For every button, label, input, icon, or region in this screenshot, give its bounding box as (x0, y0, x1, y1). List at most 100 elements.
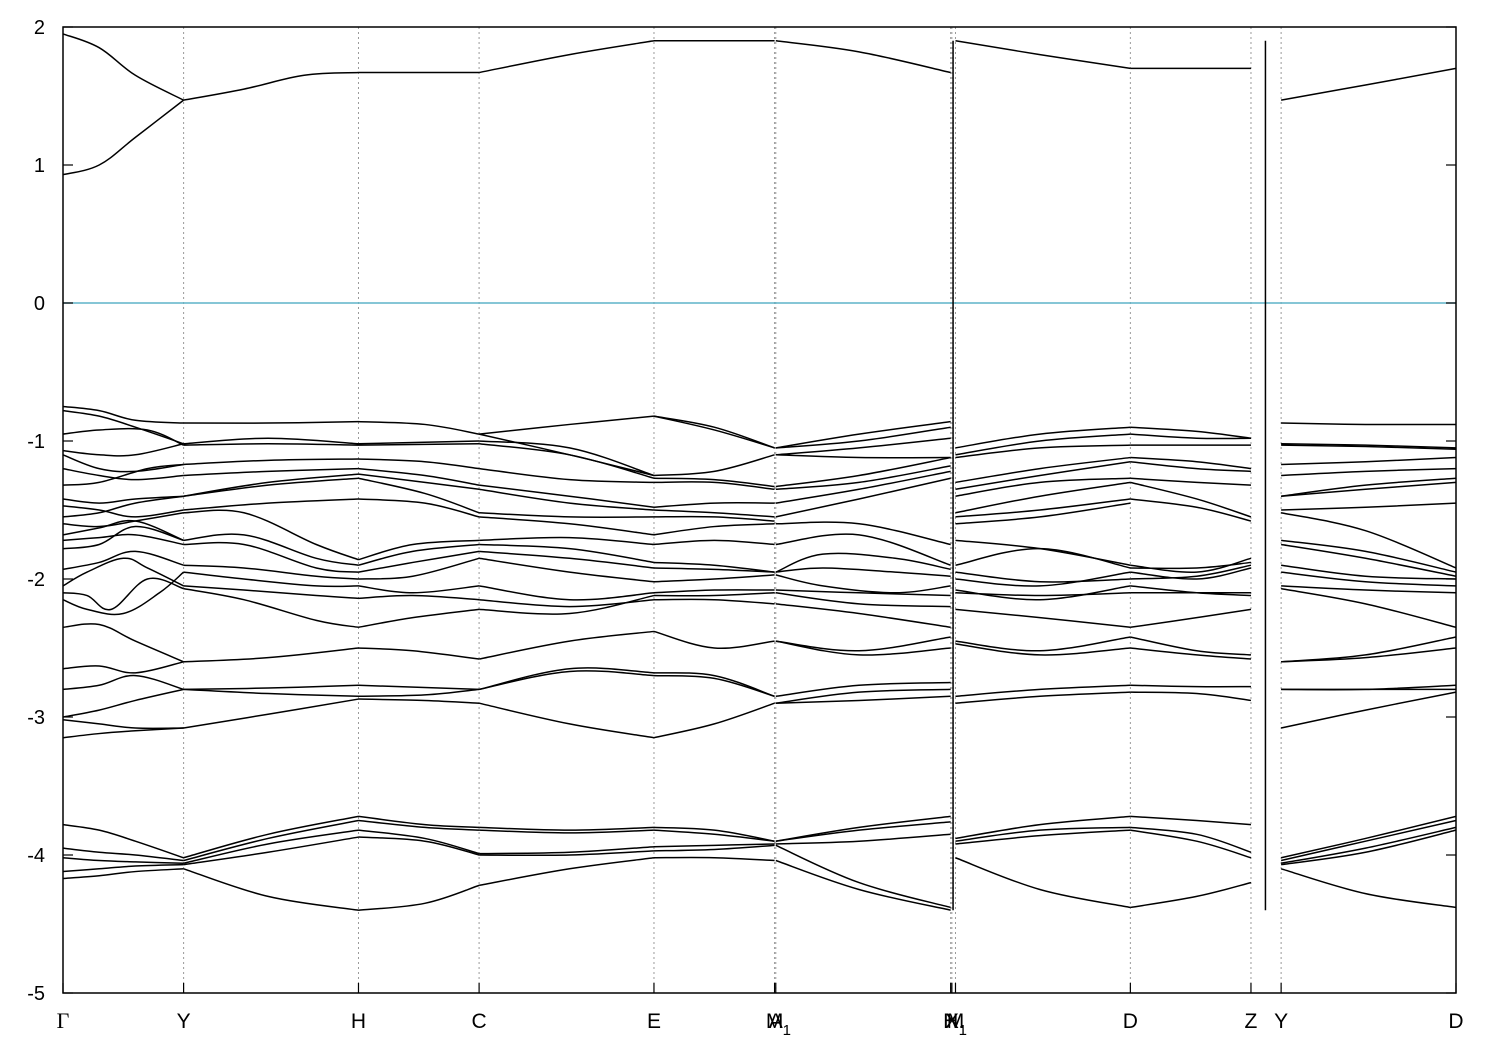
band-line (62, 727, 184, 739)
band-line (183, 829, 359, 865)
band-line (955, 426, 1131, 449)
band-line (62, 688, 184, 718)
band-line (1130, 498, 1252, 522)
band-line (1130, 815, 1252, 826)
band-line (1130, 608, 1252, 629)
band-line (479, 484, 655, 508)
band-line (1130, 826, 1252, 853)
band-line (183, 509, 359, 561)
band-line (775, 603, 951, 629)
band-line (653, 844, 775, 852)
band-line (62, 495, 184, 504)
band-line (775, 592, 951, 608)
band-line (775, 521, 951, 546)
band-line (653, 523, 775, 536)
band-line (62, 405, 184, 424)
band-line (479, 550, 655, 569)
band-line (479, 536, 655, 546)
band-line (1130, 829, 1252, 859)
band-line (955, 636, 1131, 652)
band-line (183, 498, 359, 511)
band-line (183, 647, 359, 663)
band-line (653, 415, 775, 449)
plot-frame (62, 26, 1457, 994)
band-line (653, 415, 775, 449)
band-line (358, 594, 480, 601)
band-line (1130, 456, 1252, 470)
band-line (653, 509, 775, 518)
band-segment (62, 33, 185, 880)
band-line (955, 460, 1131, 491)
band-line (1130, 585, 1252, 597)
band-line (62, 495, 184, 518)
band-line (653, 574, 775, 583)
band-line (1281, 477, 1457, 497)
band-line (358, 539, 480, 561)
band-line (478, 702, 655, 739)
band-line (1130, 477, 1252, 486)
band-line (62, 525, 184, 550)
band-line (1281, 467, 1457, 477)
band-line (1281, 443, 1457, 449)
band-line (183, 684, 359, 691)
band-line (183, 71, 359, 101)
band-line (955, 571, 1131, 587)
band-line (183, 443, 359, 446)
band-line (955, 502, 1131, 525)
band-line (62, 505, 184, 518)
band-line (62, 519, 184, 542)
band-line (653, 674, 775, 698)
band-line (1281, 422, 1457, 426)
band-line (775, 40, 951, 74)
band-line (183, 458, 359, 466)
band-line (1130, 561, 1252, 570)
band-segment (358, 71, 480, 911)
band-line (1281, 456, 1457, 466)
band-line (62, 577, 184, 611)
band-line (653, 829, 775, 842)
kpoint-label: D (1123, 1010, 1138, 1033)
band-line (1281, 571, 1457, 587)
kpoint-label: C (472, 1010, 487, 1033)
band-line (183, 836, 359, 866)
band-line (955, 481, 1131, 514)
band-line (775, 859, 951, 911)
band-line (653, 539, 775, 546)
band-segment (955, 40, 1131, 909)
band-segment (653, 40, 775, 862)
band-line (955, 815, 1131, 840)
band-line (479, 467, 654, 484)
band-line (653, 515, 775, 522)
band-line (479, 512, 654, 518)
band-line (955, 592, 1131, 597)
band-line (775, 695, 951, 704)
band-line (1130, 647, 1252, 660)
band-line (653, 592, 775, 597)
band-line (478, 585, 655, 601)
band-line (478, 40, 655, 74)
band-line (62, 99, 185, 176)
band-line (183, 571, 359, 588)
band-line (479, 543, 655, 564)
band-line (479, 443, 655, 479)
band-line (1130, 557, 1252, 573)
band-line (479, 516, 655, 536)
band-line (1280, 512, 1457, 569)
y-tick-label: 1 (34, 155, 45, 177)
band-line (478, 630, 655, 660)
band-line (1130, 691, 1252, 702)
band-line (358, 836, 480, 856)
band-line (955, 829, 1131, 845)
y-tick-label: 0 (34, 293, 45, 315)
band-line (775, 552, 951, 573)
band-line (358, 688, 480, 698)
band-line (62, 847, 184, 862)
band-line (358, 684, 480, 691)
band-line (653, 843, 775, 848)
band-line (62, 33, 184, 101)
band-line (775, 681, 951, 698)
band-line (62, 533, 184, 546)
kpoint-label: Y (1274, 1010, 1288, 1033)
band-line (62, 868, 184, 880)
band-line (478, 557, 655, 583)
